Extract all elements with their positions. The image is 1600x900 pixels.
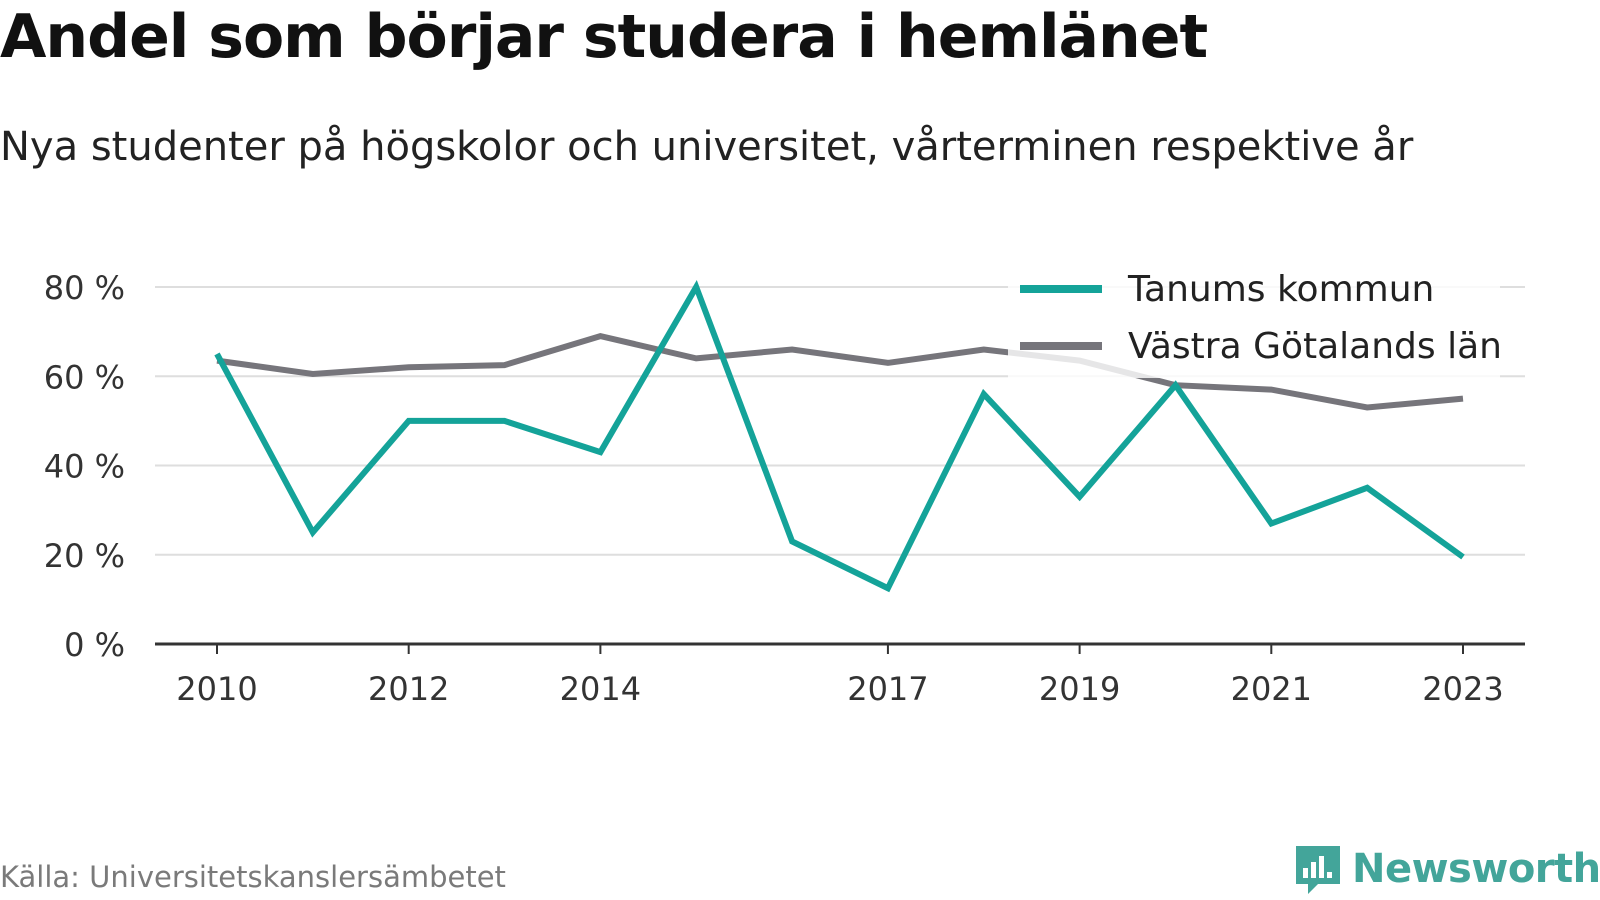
legend-label: Västra Götalands län	[1128, 326, 1502, 367]
x-tick-label: 2021	[1231, 670, 1312, 708]
y-tick-label: 20 %	[44, 537, 125, 575]
legend: Tanums kommun Västra Götalands län	[1008, 262, 1502, 378]
brand-logo: Newsworthy	[1292, 842, 1600, 896]
x-tick-label: 2019	[1039, 670, 1120, 708]
line-chart: 2010 2012 2014 2017 2019 2021 2023 0 % 20 % 40 %…	[43, 262, 1525, 708]
series-lines	[214, 280, 1465, 593]
x-tick-label: 2023	[1422, 670, 1503, 708]
legend-label: Tanums kommun	[1127, 269, 1434, 310]
y-tick-label: 80 %	[44, 269, 125, 307]
source-note: Källa: Universitetskanslersämbetet	[0, 860, 506, 894]
brand-name: Newsworthy	[1352, 846, 1600, 892]
x-axis: 2010 2012 2014 2017 2019 2021 2023	[155, 642, 1525, 708]
y-axis: 0 % 20 % 40 % 60 % 80 %	[44, 269, 125, 664]
x-tick-label: 2017	[847, 670, 928, 708]
x-tick-label: 2014	[560, 670, 641, 708]
x-tick-label: 2012	[368, 670, 449, 708]
series-line-v-stra-g-talands-l-n	[216, 332, 1464, 411]
y-tick-label: 0 %	[64, 626, 125, 664]
y-tick-label: 40 %	[44, 448, 125, 486]
legend-background	[1008, 262, 1500, 378]
newsworthy-logo-icon	[1296, 846, 1340, 894]
x-tick-label: 2010	[176, 670, 257, 708]
chart-subtitle: Nya studenter på högskolor och universit…	[0, 124, 1414, 170]
chart-title: Andel som börjar studera i hemlänet	[0, 2, 1208, 72]
y-tick-label: 60 %	[44, 358, 125, 396]
series-line-tanums-kommun	[214, 280, 1465, 593]
